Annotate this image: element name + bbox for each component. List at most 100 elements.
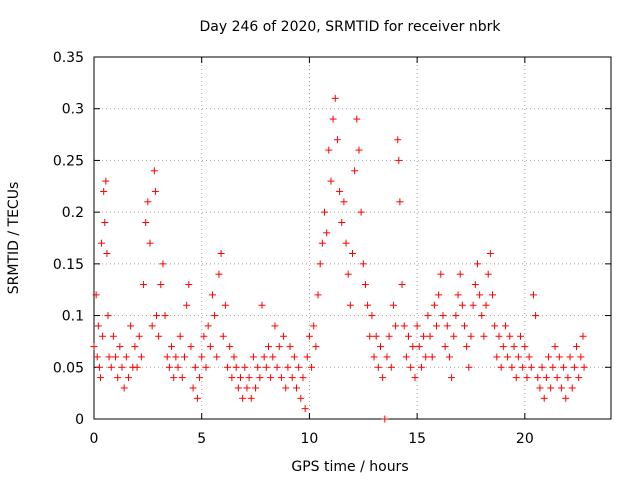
data-point bbox=[568, 384, 576, 392]
data-point bbox=[395, 156, 403, 164]
data-point bbox=[542, 374, 550, 382]
data-point bbox=[521, 343, 529, 351]
data-point bbox=[499, 343, 507, 351]
data-point bbox=[105, 353, 113, 361]
data-point bbox=[104, 312, 112, 320]
data-point bbox=[249, 353, 257, 361]
data-point bbox=[185, 281, 193, 289]
data-point bbox=[560, 363, 568, 371]
data-point bbox=[557, 384, 565, 392]
data-point bbox=[273, 363, 281, 371]
data-point bbox=[116, 343, 124, 351]
data-point bbox=[495, 332, 503, 340]
data-point bbox=[553, 374, 561, 382]
data-point bbox=[338, 218, 346, 226]
data-point bbox=[398, 281, 406, 289]
x-tick-label: 0 bbox=[90, 431, 99, 447]
data-point bbox=[361, 281, 369, 289]
y-tick-label: 0 bbox=[75, 412, 84, 428]
data-point bbox=[411, 374, 419, 382]
data-point bbox=[241, 363, 249, 371]
data-point bbox=[579, 332, 587, 340]
data-point bbox=[202, 363, 210, 371]
data-point bbox=[135, 332, 143, 340]
data-point bbox=[99, 332, 107, 340]
data-point bbox=[236, 374, 244, 382]
data-point bbox=[103, 250, 111, 258]
data-point bbox=[320, 208, 328, 216]
data-point bbox=[510, 343, 518, 351]
data-point bbox=[454, 291, 462, 299]
data-point bbox=[213, 353, 221, 361]
data-point bbox=[92, 291, 100, 299]
data-point bbox=[232, 363, 240, 371]
data-point bbox=[267, 374, 275, 382]
data-point bbox=[180, 353, 188, 361]
data-point bbox=[402, 353, 410, 361]
data-point bbox=[124, 374, 132, 382]
data-point bbox=[107, 363, 115, 371]
data-point bbox=[512, 374, 520, 382]
data-point bbox=[112, 353, 120, 361]
y-tick-label: 0.15 bbox=[53, 257, 84, 273]
data-point bbox=[463, 343, 471, 351]
data-point bbox=[364, 301, 372, 309]
data-point bbox=[301, 405, 309, 413]
data-point bbox=[282, 384, 290, 392]
data-point bbox=[299, 374, 307, 382]
data-point bbox=[430, 301, 438, 309]
data-point bbox=[566, 353, 574, 361]
data-point bbox=[424, 312, 432, 320]
data-point bbox=[155, 332, 163, 340]
data-point bbox=[555, 353, 563, 361]
data-point bbox=[344, 270, 352, 278]
data-point bbox=[540, 394, 548, 402]
data-point bbox=[271, 322, 279, 330]
data-point bbox=[519, 363, 527, 371]
data-point bbox=[215, 270, 223, 278]
data-point bbox=[122, 353, 130, 361]
data-point bbox=[506, 332, 514, 340]
data-point bbox=[547, 384, 555, 392]
data-point bbox=[480, 332, 488, 340]
data-point bbox=[461, 322, 469, 330]
data-point bbox=[570, 363, 578, 371]
y-tick-label: 0.1 bbox=[62, 309, 84, 325]
data-point bbox=[329, 115, 337, 123]
data-point bbox=[140, 281, 148, 289]
data-point bbox=[245, 374, 253, 382]
data-point bbox=[353, 115, 361, 123]
data-point bbox=[256, 374, 264, 382]
data-point bbox=[144, 198, 152, 206]
data-point bbox=[174, 363, 182, 371]
data-point bbox=[146, 239, 154, 247]
data-point bbox=[407, 363, 415, 371]
y-axis-label: SRMTID / TECUs bbox=[6, 182, 22, 295]
data-point bbox=[564, 374, 572, 382]
data-point bbox=[247, 394, 255, 402]
data-point bbox=[163, 353, 171, 361]
data-point bbox=[200, 332, 208, 340]
data-point bbox=[394, 136, 402, 144]
data-point bbox=[254, 363, 262, 371]
data-point bbox=[228, 374, 236, 382]
data-point bbox=[381, 415, 389, 423]
data-point bbox=[445, 353, 453, 361]
data-point bbox=[484, 270, 492, 278]
data-point bbox=[529, 291, 537, 299]
data-point bbox=[280, 332, 288, 340]
data-point bbox=[351, 167, 359, 175]
data-point bbox=[577, 353, 585, 361]
data-point bbox=[310, 322, 318, 330]
data-point bbox=[230, 353, 238, 361]
data-point bbox=[239, 394, 247, 402]
data-point bbox=[497, 363, 505, 371]
data-point bbox=[580, 363, 588, 371]
y-tick-label: 0.05 bbox=[53, 360, 84, 376]
data-point bbox=[441, 343, 449, 351]
data-point bbox=[292, 384, 300, 392]
data-point bbox=[525, 353, 533, 361]
data-point bbox=[422, 353, 430, 361]
data-point bbox=[226, 343, 234, 351]
data-point bbox=[148, 322, 156, 330]
